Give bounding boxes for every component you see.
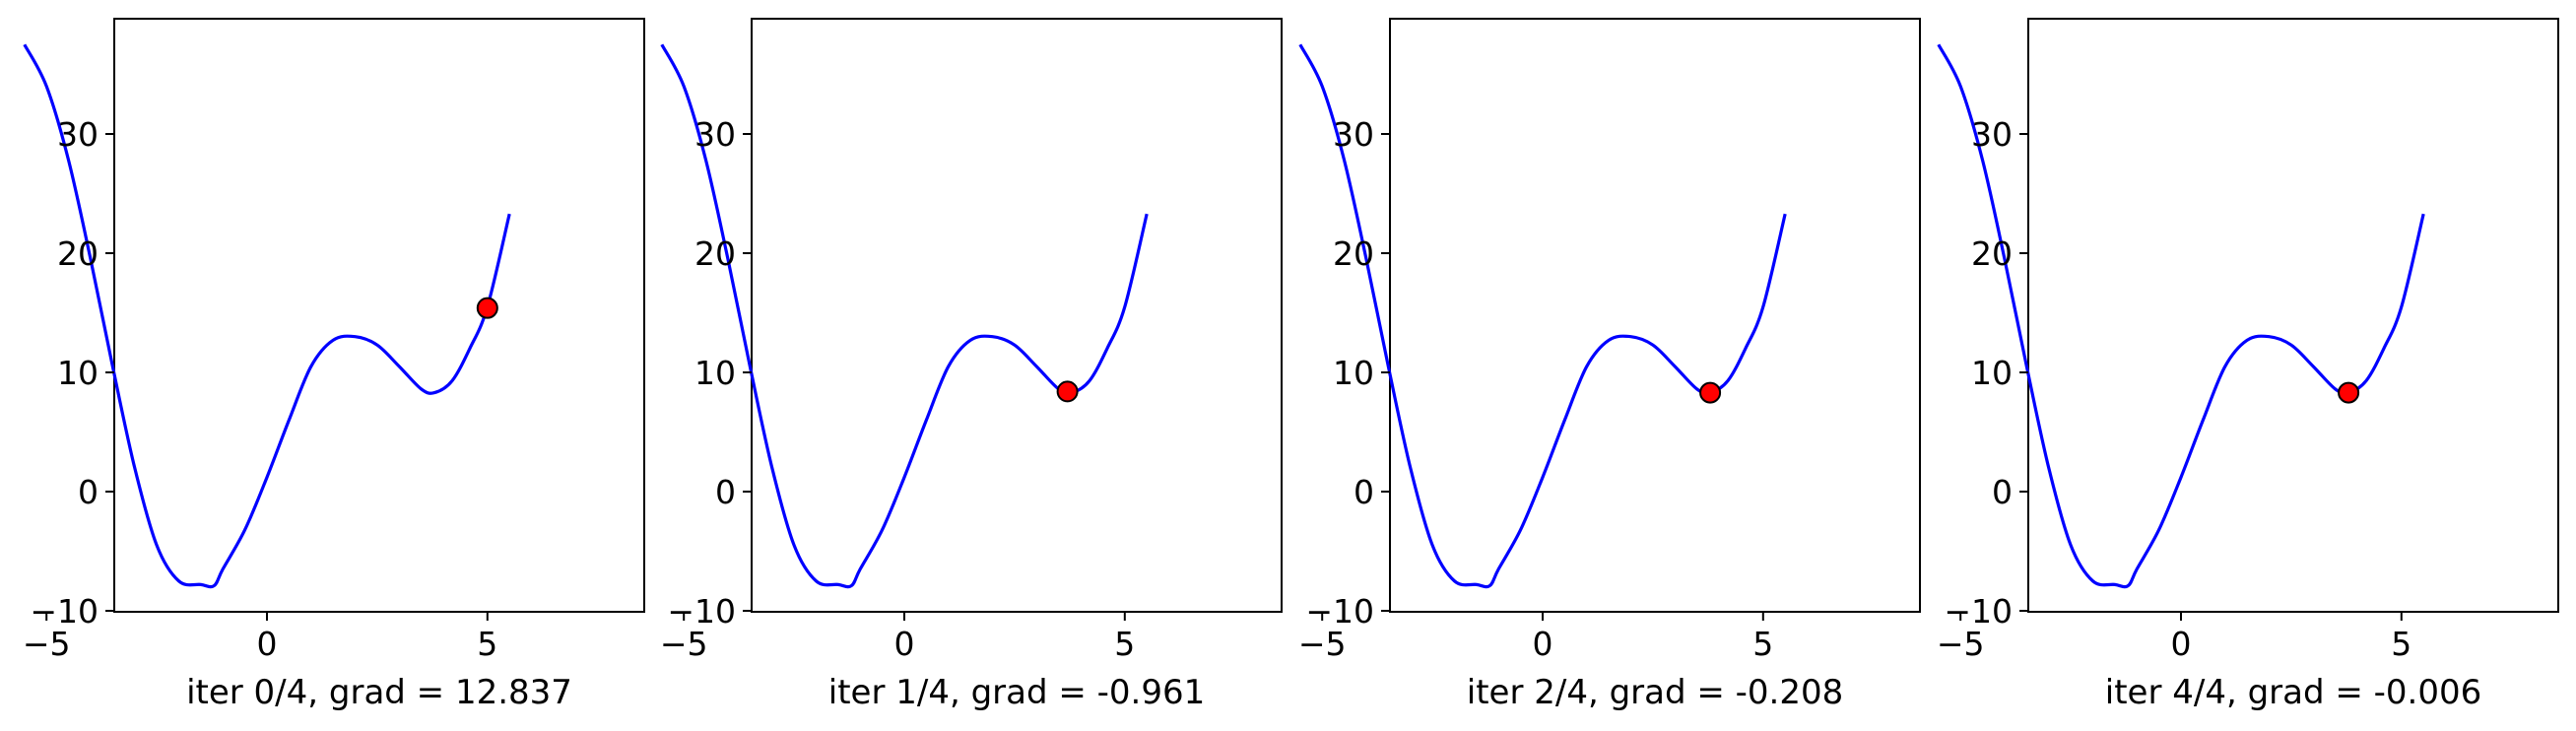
y-tick-label: 30 — [1333, 115, 1374, 154]
y-tick-label: 10 — [57, 354, 99, 392]
y-tick-label: 0 — [1354, 473, 1374, 511]
x-tick-label: 0 — [257, 625, 278, 663]
x-tick-label: −5 — [660, 625, 708, 663]
current-point — [2338, 381, 2360, 404]
y-tick-label: 20 — [694, 234, 736, 273]
x-tick-label: −5 — [23, 625, 71, 663]
y-tick-label: 30 — [57, 115, 99, 154]
x-tick-label: 0 — [1533, 625, 1553, 663]
x-axis-label: iter 4/4, grad = -0.006 — [2105, 673, 2482, 712]
y-tick-label: 0 — [1992, 473, 2013, 511]
current-point — [1056, 380, 1079, 403]
x-tick-label: 0 — [894, 625, 915, 663]
axes-frame — [113, 18, 645, 613]
y-tick-label: 20 — [1333, 234, 1374, 273]
current-point — [476, 297, 498, 319]
x-tick-label: 5 — [2391, 625, 2411, 663]
x-tick-label: −5 — [1298, 625, 1347, 663]
y-tick-label: 30 — [1971, 115, 2013, 154]
subplot-1: −5 0 5 −10 0 10 20 30 iter 1/4, grad = -0.961 — [660, 18, 1283, 712]
x-tick-label: 0 — [2171, 625, 2192, 663]
y-tick-label: 10 — [694, 354, 736, 392]
y-tick-label: −10 — [667, 592, 736, 631]
y-tick-label: −10 — [1305, 592, 1374, 631]
x-axis-label: iter 1/4, grad = -0.961 — [828, 673, 1206, 712]
subplot-2: −5 0 5 −10 0 10 20 30 iter 2/4, grad = -0.208 — [1298, 18, 1921, 712]
x-tick-label: 5 — [1752, 625, 1773, 663]
y-tick-label: −10 — [30, 592, 99, 631]
x-axis-label: iter 0/4, grad = 12.837 — [186, 673, 572, 712]
y-tick-label: 10 — [1333, 354, 1374, 392]
series-line — [23, 43, 511, 589]
subplot-3: −5 0 5 −10 0 10 20 30 iter 4/4, grad = -0.006 — [1937, 18, 2559, 712]
y-tick-label: 30 — [694, 115, 736, 154]
current-point — [1699, 381, 1722, 404]
axes-frame — [751, 18, 1283, 613]
x-axis-label: iter 2/4, grad = -0.208 — [1467, 673, 1844, 712]
y-tick-label: 20 — [1971, 234, 2013, 273]
x-tick-label: 5 — [1114, 625, 1135, 663]
x-tick-label: −5 — [1937, 625, 1985, 663]
y-tick-label: 0 — [78, 473, 99, 511]
y-tick-label: 20 — [57, 234, 99, 273]
y-tick-label: 0 — [715, 473, 736, 511]
x-tick-label: 5 — [477, 625, 497, 663]
axes-frame — [2027, 18, 2559, 613]
y-tick-label: 10 — [1971, 354, 2013, 392]
axes-frame — [1389, 18, 1921, 613]
y-tick-label: −10 — [1944, 592, 2013, 631]
subplot-0: −5 0 5 −10 0 10 20 30 iter 0/4, grad = 12.837 — [23, 18, 645, 712]
